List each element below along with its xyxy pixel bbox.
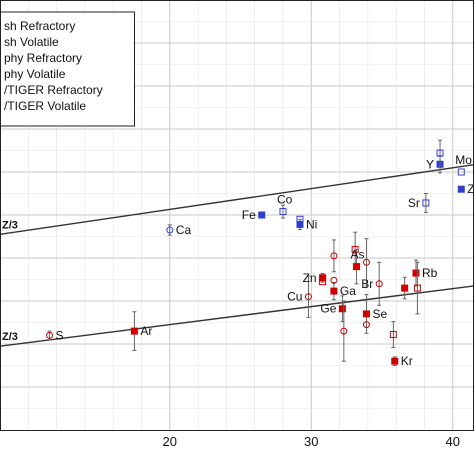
data-point: Ar xyxy=(130,311,152,351)
marker-open-square xyxy=(296,215,304,223)
point-label: Br xyxy=(361,277,373,291)
marker-filled-square xyxy=(319,274,327,282)
point-label: Ni xyxy=(306,217,317,231)
data-point: Ni xyxy=(296,217,317,231)
marker-filled-square xyxy=(391,357,399,365)
marker-filled-square xyxy=(296,220,304,228)
point-label: Sr xyxy=(408,196,420,210)
legend-entry-label: sh Volatile xyxy=(4,35,59,49)
point-label: Ar xyxy=(140,324,152,338)
grid-lines xyxy=(0,0,474,430)
marker-open-square xyxy=(319,278,327,286)
data-point: Se xyxy=(362,294,387,334)
marker-open-square xyxy=(457,168,465,176)
legend-entry-label: phy Volatile xyxy=(4,67,66,81)
marker-open-square xyxy=(422,199,430,207)
data-point: Ca xyxy=(166,223,192,237)
marker-filled-square xyxy=(457,185,465,193)
point-label: Cu xyxy=(287,290,302,304)
point-label: Se xyxy=(372,307,387,321)
marker-filled-square xyxy=(330,287,338,295)
marker-open-circle xyxy=(362,321,370,329)
data-point: Br xyxy=(361,261,383,306)
marker-filled-square xyxy=(130,327,138,335)
data-point xyxy=(362,238,370,287)
data-point: S xyxy=(46,328,64,342)
point-label: Ga xyxy=(340,284,356,298)
point-label: Kr xyxy=(401,354,413,368)
x-tick-label: 20 xyxy=(163,434,177,449)
legend: sh Refractory sh Volatile phy Refractory ph… xyxy=(0,11,135,127)
data-point xyxy=(319,278,327,286)
data-point xyxy=(296,215,304,223)
data-point: Sr xyxy=(408,193,430,213)
point-label: Y xyxy=(426,157,434,171)
data-point xyxy=(413,261,421,315)
marker-filled-square xyxy=(338,305,346,313)
marker-filled-square xyxy=(353,263,361,271)
marker-open-circle xyxy=(46,331,54,339)
data-point xyxy=(340,300,348,362)
fit-line-label: Z/3 xyxy=(2,219,18,231)
data-point xyxy=(401,276,409,300)
marker-filled-square xyxy=(412,269,420,277)
data-point xyxy=(362,321,370,329)
legend-entry-label: phy Refractory xyxy=(4,51,82,65)
fit-lines: Z/3 Z/3 xyxy=(0,163,474,347)
fit-line-1 xyxy=(0,163,474,236)
point-label: Fe xyxy=(242,208,256,222)
marker-open-circle xyxy=(330,276,338,284)
point-label: Z xyxy=(467,182,474,196)
data-point: Ge xyxy=(320,295,346,323)
marker-open-square xyxy=(279,208,287,216)
point-label: Mo xyxy=(455,153,472,167)
marker-filled-square xyxy=(258,211,266,219)
data-point xyxy=(330,276,338,284)
marker-open-square xyxy=(413,284,421,292)
data-point: Cu xyxy=(287,275,312,318)
data-point: Fe xyxy=(242,208,266,222)
marker-filled-square xyxy=(362,310,370,318)
data-point xyxy=(330,239,338,273)
legend-entry-label: sh Refractory xyxy=(4,19,75,33)
x-tick-label: 40 xyxy=(446,434,460,449)
data-point: Mo xyxy=(455,153,472,176)
point-label: As xyxy=(351,248,365,262)
legend-box xyxy=(0,11,135,127)
fit-line-2 xyxy=(0,285,474,347)
data-point xyxy=(389,321,397,348)
point-label: Zn xyxy=(303,271,317,285)
marker-open-square xyxy=(389,331,397,339)
legend-entry-label: /TIGER Volatile xyxy=(4,99,86,113)
data-point: Ga xyxy=(330,282,356,301)
marker-open-circle xyxy=(340,327,348,335)
fit-line-label: Z/3 xyxy=(2,331,18,343)
marker-filled-square xyxy=(401,284,409,292)
marker-open-circle xyxy=(330,252,338,260)
marker-open-circle xyxy=(304,293,312,301)
marker-open-circle xyxy=(362,258,370,266)
marker-open-circle xyxy=(375,280,383,288)
point-label: S xyxy=(56,328,64,342)
point-label: Rb xyxy=(422,266,438,280)
data-point: Rb xyxy=(412,259,438,287)
data-point xyxy=(436,139,444,167)
legend-entry-label: /TIGER Refractory xyxy=(4,83,103,97)
x-tick-labels: 20 30 40 xyxy=(163,434,460,449)
data-point: Kr xyxy=(391,354,413,368)
data-point: Zn xyxy=(303,271,327,285)
data-point: Co xyxy=(277,193,293,219)
marker-open-square xyxy=(436,149,444,157)
point-label: Ca xyxy=(176,223,192,237)
data-point: Z xyxy=(457,182,474,196)
point-label: Co xyxy=(277,193,293,207)
marker-open-circle xyxy=(166,226,174,234)
x-tick-label: 30 xyxy=(304,434,318,449)
point-label: Ge xyxy=(320,302,336,316)
data-point: As xyxy=(351,248,365,285)
